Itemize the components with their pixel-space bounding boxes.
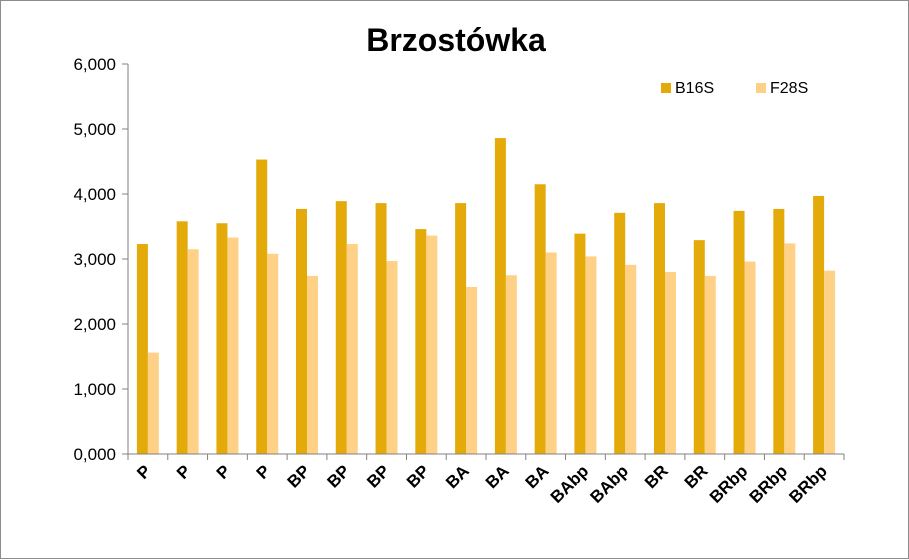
x-tick-label: BRbp <box>785 461 830 506</box>
bar-b16s <box>136 244 148 454</box>
bar-b16s <box>614 212 626 454</box>
y-tick-label: 6,000 <box>73 55 116 74</box>
chart-title: Brzostówka <box>366 22 546 58</box>
bar-f28s <box>744 261 756 454</box>
legend-label-b16s: B16S <box>675 80 714 97</box>
x-tick-label: BP <box>323 461 353 491</box>
bars <box>136 138 836 455</box>
bar-b16s <box>335 201 347 454</box>
bar-b16s <box>813 195 825 454</box>
x-tick-label: BA <box>522 461 553 492</box>
x-tick-label: BP <box>403 461 433 491</box>
bar-b16s <box>693 240 705 454</box>
bar-b16s <box>375 203 387 454</box>
bar-b16s <box>494 138 506 454</box>
y-tick-label: 0,000 <box>73 445 116 464</box>
bar-b16s <box>773 208 785 454</box>
legend: B16S F28S <box>661 80 808 97</box>
bar-b16s <box>296 208 307 454</box>
x-tick-label: BP <box>363 461 393 491</box>
bar-f28s <box>784 243 796 454</box>
bar-b16s <box>455 203 467 454</box>
bar-f28s <box>824 270 836 454</box>
bar-b16s <box>415 229 427 454</box>
y-tick-label: 3,000 <box>73 250 116 269</box>
x-tick-label: BAbp <box>587 461 632 506</box>
bar-b16s <box>176 221 188 454</box>
bar-f28s <box>267 253 279 454</box>
x-tick-label: P <box>173 461 194 482</box>
bar-f28s <box>426 235 438 454</box>
bar-f28s <box>545 252 557 454</box>
bar-b16s <box>534 184 546 454</box>
legend-swatch-b16s <box>661 83 671 93</box>
bar-b16s <box>256 159 268 455</box>
bar-f28s <box>307 275 318 454</box>
y-tick-label: 1,000 <box>73 380 116 399</box>
bar-f28s <box>187 249 199 454</box>
x-tick-label: P <box>133 461 154 482</box>
bar-b16s <box>574 233 586 454</box>
bar-f28s <box>665 272 676 454</box>
x-tick-label: P <box>253 461 274 482</box>
bar-f28s <box>625 264 637 454</box>
x-tick-label: BR <box>681 461 712 492</box>
x-tick-label: P <box>213 461 234 482</box>
y-tick-label: 5,000 <box>73 120 116 139</box>
x-tick-label: BAbp <box>547 461 592 506</box>
x-tick-label: BR <box>641 461 672 492</box>
bar-b16s <box>733 210 745 454</box>
bar-f28s <box>346 244 358 454</box>
bar-f28s <box>505 275 517 454</box>
bar-f28s <box>704 275 716 454</box>
x-tick-label: BA <box>442 461 473 492</box>
bar-f28s <box>466 286 478 454</box>
x-tick-label: BP <box>284 461 314 491</box>
y-axis: 0,000 1,000 2,000 3,000 4,000 5,000 6,000 <box>73 55 129 464</box>
x-tick-label: BRbp <box>706 461 751 506</box>
bar-f28s <box>585 256 597 454</box>
bar-f28s <box>227 237 239 454</box>
x-tick-label: BA <box>482 461 513 492</box>
bar-b16s <box>654 203 665 454</box>
x-tick-label: BRbp <box>746 461 791 506</box>
bar-b16s <box>216 223 228 454</box>
y-tick-label: 4,000 <box>73 185 116 204</box>
y-tick-label: 2,000 <box>73 315 116 334</box>
legend-label-f28s: F28S <box>770 80 808 97</box>
bar-f28s <box>386 260 398 454</box>
bar-f28s <box>147 352 159 454</box>
legend-swatch-f28s <box>756 83 766 93</box>
